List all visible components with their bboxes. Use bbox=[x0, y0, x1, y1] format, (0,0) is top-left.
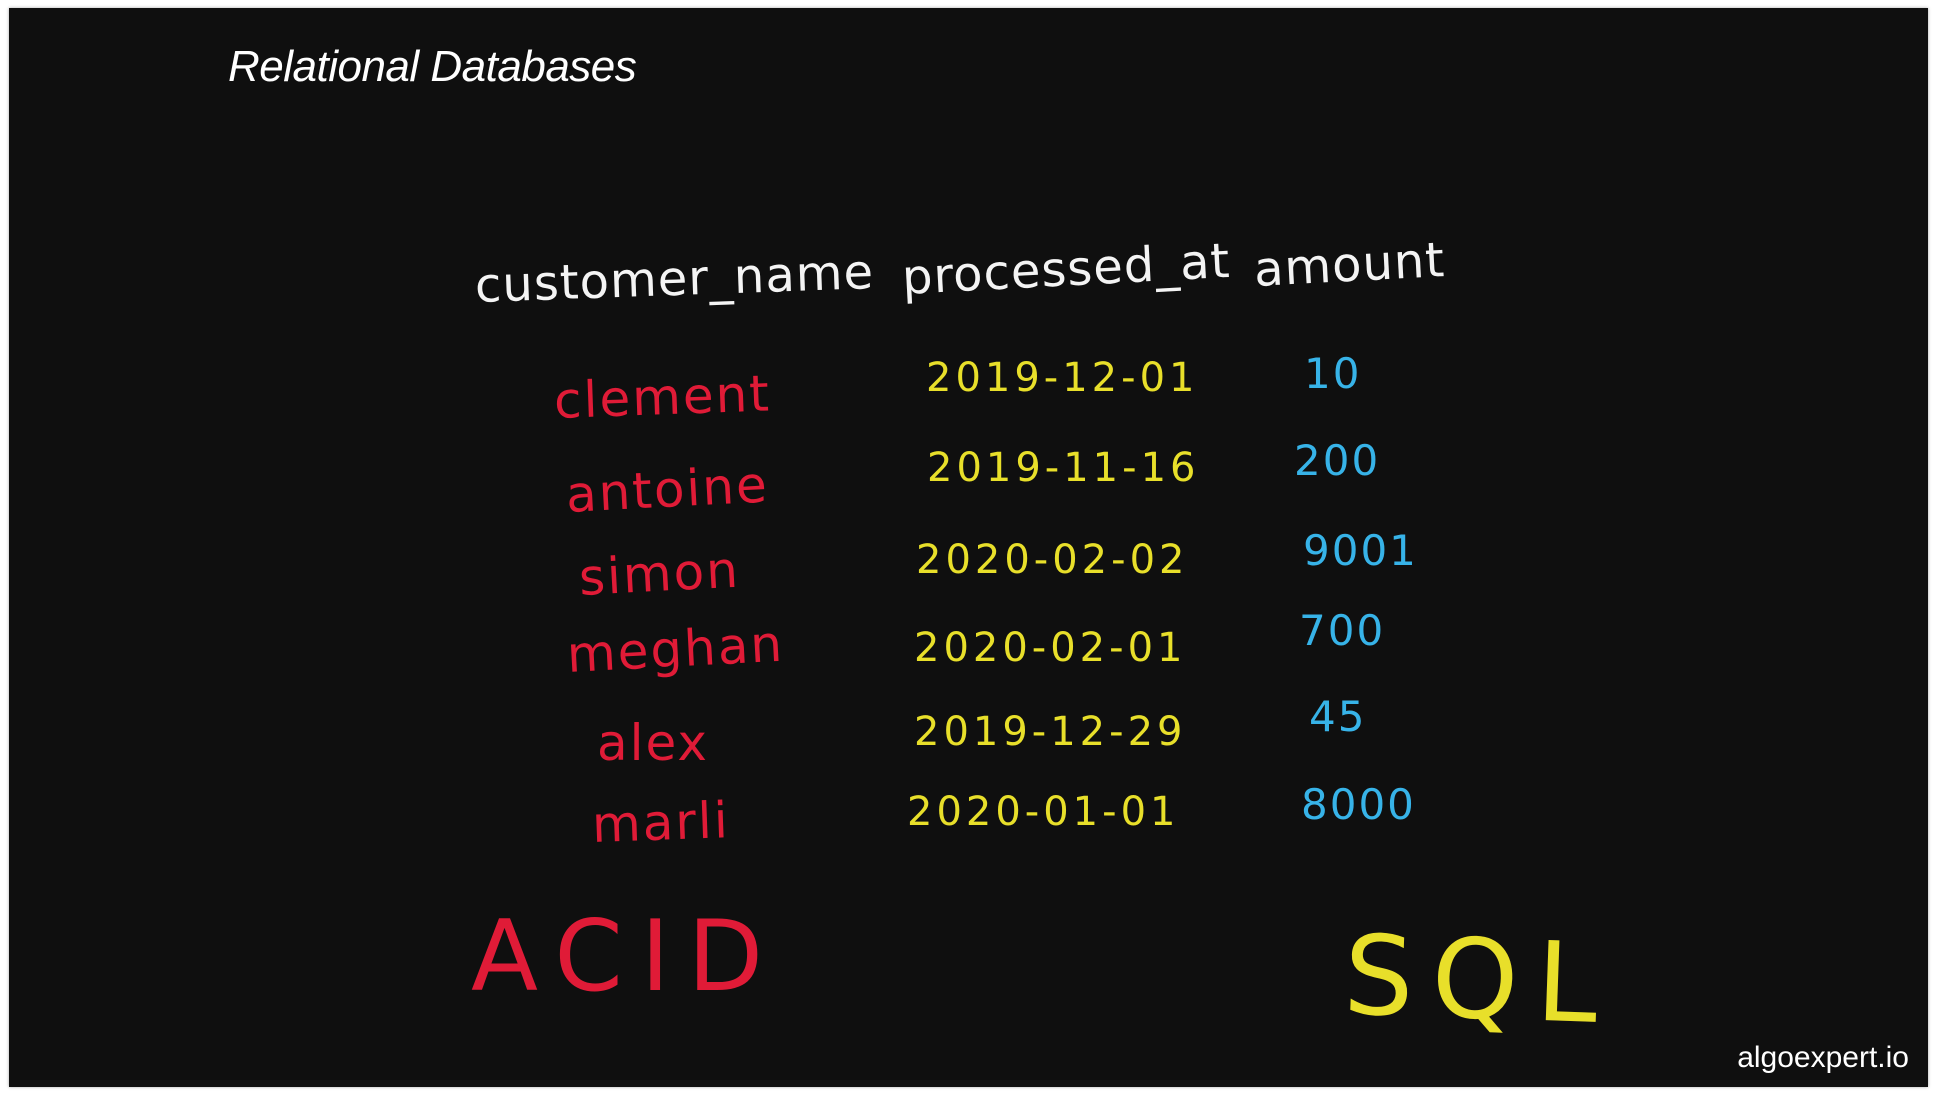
cell-amount: 45 bbox=[1309, 692, 1367, 741]
column-header-processed-at: processed_at bbox=[900, 232, 1232, 306]
brand-watermark: algoexpert.io bbox=[1737, 1041, 1909, 1074]
column-header-customer-name: customer_name bbox=[474, 244, 875, 314]
cell-amount: 10 bbox=[1304, 349, 1362, 398]
cell-amount: 700 bbox=[1299, 606, 1386, 655]
cell-processed-at: 2020-02-01 bbox=[914, 625, 1187, 671]
cell-customer-name: alex bbox=[597, 714, 710, 772]
acid-annotation: ACID bbox=[471, 900, 782, 1014]
slide-title: Relational Databases bbox=[228, 42, 637, 91]
cell-customer-name: marli bbox=[590, 791, 731, 854]
cell-amount: 200 bbox=[1294, 436, 1381, 485]
cell-customer-name: simon bbox=[577, 540, 742, 607]
cell-processed-at: 2019-12-29 bbox=[914, 709, 1187, 755]
cell-processed-at: 2019-11-16 bbox=[927, 445, 1200, 491]
sql-annotation: SQL bbox=[1341, 911, 1618, 1049]
slide-canvas: Relational Databases customer_name proce… bbox=[9, 8, 1928, 1087]
cell-amount: 9001 bbox=[1303, 526, 1418, 575]
cell-customer-name: clement bbox=[552, 364, 772, 430]
cell-processed-at: 2020-02-02 bbox=[916, 537, 1189, 583]
cell-processed-at: 2019-12-01 bbox=[926, 355, 1199, 401]
cell-processed-at: 2020-01-01 bbox=[907, 789, 1180, 835]
cell-customer-name: antoine bbox=[564, 455, 771, 524]
column-header-amount: amount bbox=[1252, 232, 1447, 298]
cell-amount: 8000 bbox=[1301, 780, 1416, 829]
cell-customer-name: meghan bbox=[565, 614, 786, 684]
